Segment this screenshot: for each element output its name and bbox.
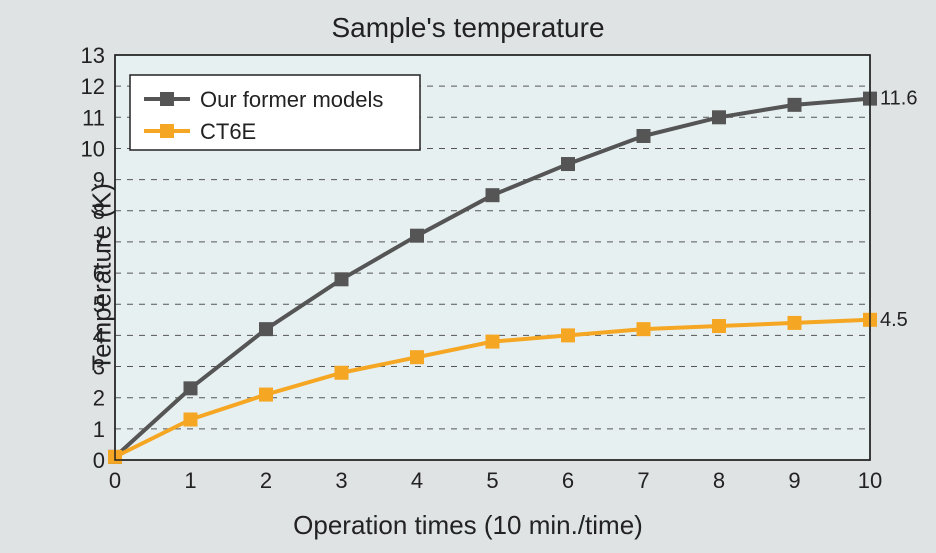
- svg-text:9: 9: [93, 168, 105, 193]
- svg-text:8: 8: [93, 199, 105, 224]
- svg-text:1: 1: [93, 417, 105, 442]
- svg-text:10: 10: [858, 468, 882, 493]
- svg-text:11: 11: [82, 105, 105, 130]
- svg-text:7: 7: [93, 230, 105, 255]
- svg-text:4.5: 4.5: [880, 309, 908, 331]
- svg-text:5: 5: [93, 292, 105, 317]
- svg-text:2: 2: [260, 468, 272, 493]
- svg-text:Our former models: Our former models: [200, 87, 383, 112]
- svg-text:0: 0: [109, 468, 121, 493]
- svg-text:3: 3: [93, 355, 105, 380]
- svg-text:3: 3: [335, 468, 347, 493]
- svg-text:9: 9: [788, 468, 800, 493]
- svg-text:6: 6: [93, 261, 105, 286]
- svg-text:7: 7: [637, 468, 649, 493]
- svg-text:4: 4: [93, 323, 105, 348]
- chart-svg: 01234567891011121301234567891011.64.5Our…: [0, 0, 936, 553]
- svg-text:10: 10: [81, 136, 105, 161]
- svg-text:1: 1: [184, 468, 196, 493]
- svg-text:5: 5: [486, 468, 498, 493]
- svg-text:12: 12: [81, 74, 105, 99]
- svg-text:11.6: 11.6: [880, 88, 917, 110]
- svg-text:0: 0: [93, 448, 105, 473]
- svg-text:4: 4: [411, 468, 423, 493]
- svg-text:6: 6: [562, 468, 574, 493]
- svg-text:8: 8: [713, 468, 725, 493]
- svg-text:13: 13: [81, 43, 105, 68]
- svg-text:CT6E: CT6E: [200, 119, 256, 144]
- svg-text:2: 2: [93, 386, 105, 411]
